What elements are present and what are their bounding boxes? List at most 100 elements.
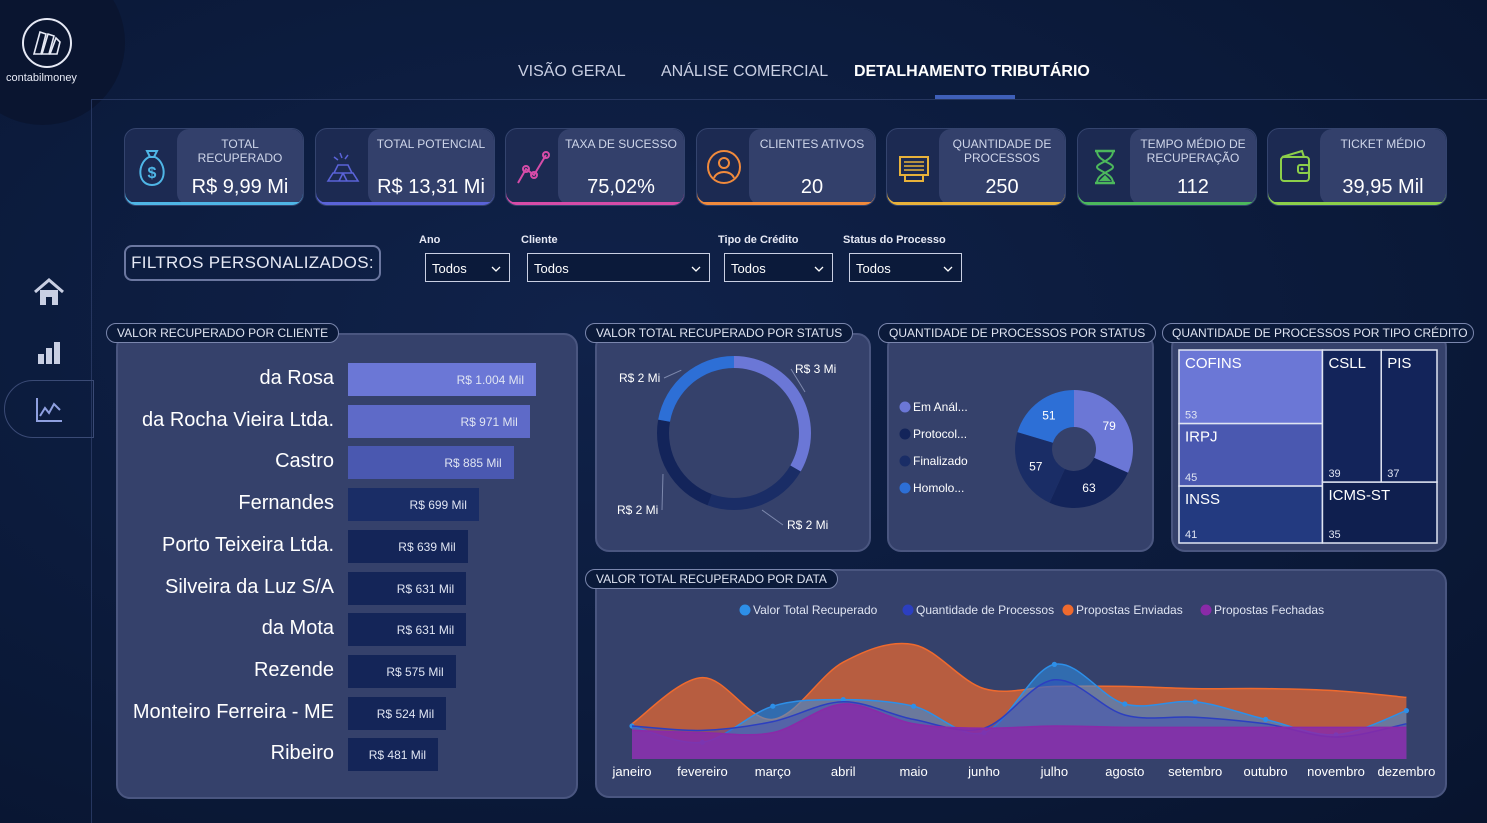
home-icon[interactable] xyxy=(32,276,66,308)
tab-analise-comercial[interactable]: ANÁLISE COMERCIAL xyxy=(661,63,829,80)
bar-data-label: R$ 885 Mil xyxy=(444,456,502,471)
card-qty-by-credit-type: COFINS 53 IRPJ 45 INSS 41 CSLL 39 PIS 37 ICMS-ST 35 xyxy=(1171,333,1447,552)
x-tick-label: setembro xyxy=(1168,764,1222,779)
kpi-accent-bar xyxy=(697,202,875,205)
bar[interactable] xyxy=(348,738,439,772)
filter-select-ano[interactable]: Todos xyxy=(425,253,510,282)
status-qty-slice[interactable] xyxy=(1015,432,1065,503)
filter-value-cliente: Todos xyxy=(534,261,569,276)
bar-category-label: Rezende xyxy=(253,658,334,681)
data-point[interactable] xyxy=(1192,699,1198,705)
money-bag-icon: $ xyxy=(133,145,171,189)
bar[interactable] xyxy=(348,363,536,396)
tab-bar: VISÃO GERAL ANÁLISE COMERCIAL DETALHAMEN… xyxy=(0,63,1487,87)
kpi-accent-bar xyxy=(316,202,494,205)
status-value-slice[interactable] xyxy=(734,356,811,472)
hourglass-icon xyxy=(1086,145,1124,189)
bar[interactable] xyxy=(348,404,530,438)
status-value-slice[interactable] xyxy=(707,465,801,511)
legend-label[interactable]: Propostas Enviadas xyxy=(1076,603,1183,617)
card-title-value-by-status: VALOR TOTAL RECUPERADO POR STATUS xyxy=(585,323,854,343)
data-point[interactable] xyxy=(911,703,917,709)
bar[interactable] xyxy=(348,654,456,688)
tab-visao-geral[interactable]: VISÃO GERAL xyxy=(518,63,626,80)
bar[interactable] xyxy=(348,446,514,480)
kpi-card-1: $ TOTAL RECUPERADO R$ 9,99 Mi xyxy=(124,128,304,206)
data-point[interactable] xyxy=(1403,708,1409,714)
filter-label-ano: Ano xyxy=(419,234,441,246)
legend-marker xyxy=(899,455,911,467)
legend-label[interactable]: Finalizado xyxy=(913,454,968,468)
x-tick-label: novembro xyxy=(1307,764,1365,779)
kpi-value: 112 xyxy=(1177,176,1209,198)
filter-select-status[interactable]: Todos xyxy=(849,253,962,282)
treemap-cell-name: CSLL xyxy=(1328,355,1366,372)
bar[interactable] xyxy=(348,696,447,730)
filter-select-cliente[interactable]: Todos xyxy=(527,253,710,282)
slice-value-label: 51 xyxy=(1042,408,1056,422)
treemap-cell-value: 41 xyxy=(1185,529,1197,541)
kpi-inner: TICKET MÉDIO 39,95 Mil xyxy=(1320,129,1446,205)
data-point[interactable] xyxy=(840,697,846,703)
legend-label[interactable]: Propostas Fechadas xyxy=(1214,603,1324,617)
kpi-value: 250 xyxy=(985,176,1019,198)
bar[interactable] xyxy=(348,571,467,605)
card-value-by-client: da Rosa R$ 1.004 Mil da Rocha Vieira Ltda.… xyxy=(116,333,578,799)
bar[interactable] xyxy=(348,613,467,647)
legend-label[interactable]: Homolo... xyxy=(913,481,964,495)
leader-line xyxy=(663,369,682,379)
chevron-down-icon xyxy=(691,266,701,272)
line-chart-icon[interactable] xyxy=(32,394,66,426)
status-qty-slice[interactable] xyxy=(1074,390,1133,473)
bar[interactable] xyxy=(348,488,479,522)
bar-category-label: Porto Teixeira Ltda. xyxy=(162,533,334,556)
treemap-cell-name: COFINS xyxy=(1185,355,1242,372)
date-area-chart: Valor Total Recuperado Quantidade de Proc… xyxy=(611,603,1435,779)
bar-data-label: R$ 639 Mil xyxy=(398,539,456,554)
slice-data-label: R$ 2 Mi xyxy=(619,371,660,385)
bar-data-label: R$ 575 Mil xyxy=(386,664,444,679)
treemap-cell-name: IRPJ xyxy=(1185,429,1218,446)
treemap-cell[interactable] xyxy=(1178,349,1324,425)
data-point[interactable] xyxy=(1051,661,1057,667)
status-qty-slice[interactable] xyxy=(1049,457,1128,508)
bar-chart-icon[interactable] xyxy=(32,336,66,368)
custom-filters-button[interactable]: FILTROS PERSONALIZADOS: xyxy=(124,245,381,281)
bar-category-label: Silveira da Luz S/A xyxy=(165,575,334,598)
legend-label[interactable]: Em Anál... xyxy=(913,400,968,414)
legend-label[interactable]: Protocol... xyxy=(913,427,967,441)
chevron-down-icon xyxy=(943,266,953,272)
kpi-inner: CLIENTES ATIVOS 20 xyxy=(749,129,875,205)
kpi-label: TAXA DE SUCESSO xyxy=(565,137,677,151)
treemap-cell[interactable] xyxy=(1321,481,1438,544)
area-series-line xyxy=(631,679,1407,738)
kpi-card-7: TICKET MÉDIO 39,95 Mil xyxy=(1267,128,1447,206)
filter-value-ano: Todos xyxy=(432,261,467,276)
tab-detalhamento-tributario[interactable]: DETALHAMENTO TRIBUTÁRIO xyxy=(854,63,1090,80)
filter-select-tipo-credito[interactable]: Todos xyxy=(724,253,833,282)
slice-data-label: R$ 2 Mi xyxy=(787,518,828,532)
data-point[interactable] xyxy=(1263,716,1269,722)
bar-data-label: R$ 631 Mil xyxy=(396,623,455,638)
status-value-slice[interactable] xyxy=(658,356,734,422)
leader-line xyxy=(661,473,664,511)
slice-value-label: 57 xyxy=(1029,459,1043,473)
data-point[interactable] xyxy=(770,703,776,709)
area-series[interactable] xyxy=(632,703,1407,759)
treemap-cell[interactable] xyxy=(1178,485,1324,544)
treemap-cell-value: 53 xyxy=(1185,410,1197,422)
kpi-card-6: TEMPO MÉDIO DE RECUPERAÇÃO 112 xyxy=(1077,128,1257,206)
credit-type-treemap: COFINS 53 IRPJ 45 INSS 41 CSLL 39 PIS 37 ICMS-ST 35 xyxy=(1178,349,1438,544)
status-value-slice[interactable] xyxy=(657,419,712,506)
legend-label[interactable]: Valor Total Recuperado xyxy=(753,603,878,617)
bar[interactable] xyxy=(348,529,468,563)
legend-label[interactable]: Quantidade de Processos xyxy=(916,603,1054,617)
x-tick-label: março xyxy=(755,764,791,779)
card-title-value-by-client: VALOR RECUPERADO POR CLIENTE xyxy=(106,323,340,343)
x-tick-label: abril xyxy=(831,764,856,779)
data-point[interactable] xyxy=(1122,701,1128,707)
legend-marker xyxy=(739,604,751,616)
status-qty-slice[interactable] xyxy=(1017,390,1074,443)
leader-line xyxy=(790,368,806,393)
filter-label-status: Status do Processo xyxy=(843,234,946,246)
